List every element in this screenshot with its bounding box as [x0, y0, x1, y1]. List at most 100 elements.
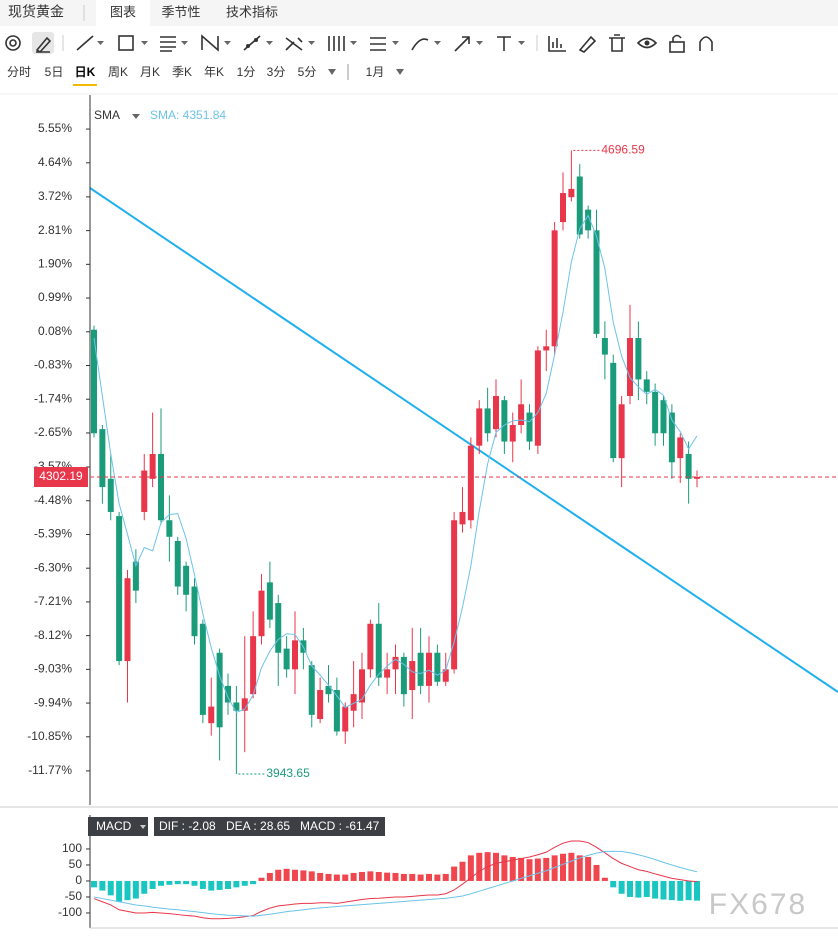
period[interactable]: 分时	[7, 65, 31, 79]
macd-bar	[601, 877, 608, 881]
candle-body	[409, 661, 416, 691]
period[interactable]: 日K	[75, 65, 96, 79]
tool-icon[interactable]	[497, 36, 525, 51]
macd-bar	[459, 861, 466, 881]
macd-bar	[476, 852, 483, 881]
tool-icon[interactable]	[699, 36, 713, 51]
candle-body	[91, 329, 97, 434]
macd-bar	[174, 880, 181, 885]
macd-bar	[635, 880, 642, 898]
tab[interactable]: 技术指标	[226, 4, 278, 19]
candle-body	[627, 338, 633, 396]
tool-icon[interactable]	[5, 35, 21, 51]
y-tick-label: 50	[69, 857, 83, 871]
macd-bar	[417, 874, 424, 881]
tool-icon[interactable]	[370, 37, 399, 51]
candle-body	[359, 669, 365, 703]
tool-icon[interactable]	[609, 34, 625, 52]
tool-icon[interactable]	[636, 37, 658, 49]
range[interactable]: 1月	[366, 65, 385, 79]
tool-icon[interactable]	[548, 36, 566, 52]
tab[interactable]: 季节性	[161, 4, 200, 19]
candle-body	[250, 636, 257, 695]
macd-bar	[652, 880, 659, 899]
tool-icon[interactable]	[243, 35, 273, 51]
macd-bar	[225, 880, 231, 889]
macd-bar	[367, 871, 374, 881]
candle-body	[426, 652, 432, 686]
candle-body	[258, 590, 265, 637]
candle-body	[392, 656, 399, 670]
y-tick-label: 1.90%	[38, 257, 72, 271]
period[interactable]: 5日	[45, 65, 64, 79]
macd-bar	[375, 872, 382, 881]
tool-icon[interactable]	[669, 34, 685, 53]
macd-bar	[191, 880, 198, 886]
indicator-dropdown[interactable]	[88, 817, 148, 836]
tool-icon[interactable]	[32, 32, 54, 54]
macd-bar	[409, 873, 416, 881]
macd-bar	[199, 880, 206, 889]
candle-body	[233, 702, 240, 711]
macd-bar	[518, 857, 525, 881]
macd-bar	[116, 880, 123, 902]
toolbar	[5, 32, 713, 54]
tool-icon[interactable]	[328, 36, 357, 51]
candle-body	[493, 395, 499, 430]
tool-icon[interactable]	[201, 34, 231, 52]
macd-bar	[317, 872, 324, 881]
period[interactable]: 季K	[172, 65, 192, 79]
y-tick-label: -100	[58, 905, 82, 919]
macd-bar	[585, 856, 592, 881]
low-label: 3943.65	[266, 766, 310, 780]
tool-icon[interactable]	[76, 35, 104, 51]
tool-icon[interactable]	[454, 36, 483, 52]
tool-icon[interactable]	[160, 36, 188, 52]
macd-bar	[250, 880, 257, 885]
candle-body	[342, 706, 349, 732]
macd-bar	[308, 871, 315, 881]
candle-body	[610, 362, 617, 459]
y-tick-label: -4.48%	[34, 493, 72, 507]
period[interactable]: 月K	[140, 65, 160, 79]
period[interactable]: 5分	[298, 65, 317, 79]
candle-body	[526, 412, 533, 442]
tool-icon[interactable]	[285, 37, 315, 51]
indicator-label: SMA	[94, 108, 120, 122]
macd-bar	[442, 873, 449, 881]
candle-body	[543, 346, 550, 351]
period[interactable]: 1分	[237, 65, 256, 79]
macd-bar	[501, 855, 508, 881]
candle-body	[601, 338, 608, 355]
y-tick-label: -8.12%	[34, 628, 72, 642]
candle-body	[551, 230, 558, 347]
candle-body	[442, 669, 449, 682]
y-tick-label: -11.77%	[28, 763, 72, 777]
tab[interactable]: 图表	[110, 4, 136, 19]
candle-body	[501, 400, 508, 442]
period[interactable]: 周K	[108, 65, 128, 79]
tool-icon[interactable]	[578, 35, 597, 53]
macd-bar	[400, 873, 407, 881]
candle-body	[668, 412, 675, 463]
candle-body	[174, 540, 181, 587]
tool-icon[interactable]	[411, 38, 441, 51]
macd-bar	[107, 880, 114, 896]
macd-legend: DEA : 28.65	[226, 819, 290, 833]
trend-line[interactable]	[89, 187, 838, 693]
indicator-name[interactable]: MACD	[96, 819, 132, 833]
candle-body	[317, 690, 324, 720]
y-tick-label: -1.74%	[34, 391, 72, 405]
macd-bar	[233, 880, 240, 888]
macd-bar	[208, 880, 215, 891]
period[interactable]: 年K	[204, 65, 224, 79]
active-tab-bg	[96, 0, 150, 26]
period[interactable]: 3分	[267, 65, 286, 79]
macd-bar	[593, 864, 600, 881]
y-tick-label: -50	[65, 889, 83, 903]
candle-body	[434, 652, 441, 682]
candle-body	[643, 379, 650, 392]
macd-bar	[166, 880, 173, 885]
tool-icon[interactable]	[118, 35, 148, 51]
macd-bar	[568, 852, 575, 881]
